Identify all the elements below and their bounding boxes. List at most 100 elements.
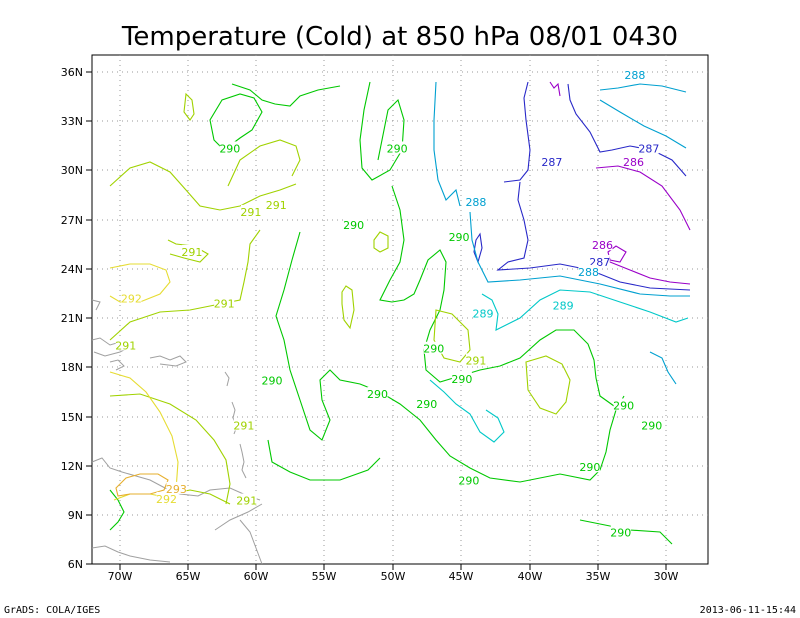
contour-label: 286	[592, 239, 613, 252]
lat-tick-label: 30N	[61, 164, 83, 177]
contour-label-bg	[219, 141, 240, 154]
contour-290	[267, 439, 381, 481]
contour-label: 290	[343, 219, 364, 232]
contour-label-bg	[465, 353, 486, 366]
contour-288	[469, 211, 690, 297]
lat-tick-label: 24N	[61, 263, 83, 276]
contour-label-bg	[181, 244, 202, 257]
contour-label: 291	[181, 246, 202, 259]
contour-label-bg	[240, 204, 261, 217]
contour-label: 290	[641, 419, 662, 432]
plot-frame	[91, 54, 709, 565]
contour-label-bg	[423, 341, 444, 354]
contour-label-bg	[262, 373, 283, 386]
lon-tick-label: 50W	[381, 570, 406, 583]
contour-label-bg	[592, 238, 613, 251]
contour-label-bg	[589, 254, 610, 267]
contour-label: 291	[266, 199, 287, 212]
contour-label-bg	[451, 371, 472, 384]
contour-289	[429, 379, 505, 443]
contour-291	[183, 92, 195, 121]
contour-label: 289	[553, 299, 574, 312]
contour-label-bg	[553, 298, 574, 311]
contour-label-bg	[624, 68, 645, 81]
contour-label-bg	[236, 493, 257, 506]
lon-tick-label: 45W	[449, 570, 474, 583]
contour-label: 290	[579, 461, 600, 474]
contour-291	[341, 285, 355, 330]
contour-label: 291	[115, 339, 136, 352]
contour-label: 290	[416, 398, 437, 411]
contour-label: 286	[623, 156, 644, 169]
contour-290	[379, 185, 615, 407]
contour-label: 290	[387, 142, 408, 155]
contour-label-bg	[541, 154, 562, 167]
contour-label-bg	[578, 264, 599, 277]
contour-label: 288	[465, 196, 486, 209]
contour-291	[109, 393, 231, 505]
contour-290	[275, 231, 625, 483]
lon-tick-label: 60W	[244, 570, 269, 583]
contour-label: 292	[156, 493, 177, 506]
contour-label: 287	[541, 156, 562, 169]
contour-288	[599, 83, 687, 93]
contour-label: 289	[472, 308, 493, 321]
contour-287	[567, 83, 687, 177]
contour-label-bg	[458, 473, 479, 486]
contour-label: 290	[451, 373, 472, 386]
contour-label: 291	[233, 419, 254, 432]
contour-label-bg	[233, 418, 254, 431]
contour-label-bg	[579, 460, 600, 473]
contour-label: 293	[166, 483, 187, 496]
lat-tick-labels: 36N 33N 30N 27N 24N 21N 18N 15N 12N 9N 6…	[61, 66, 83, 571]
tick-marks	[86, 71, 667, 570]
contour-label-bg	[472, 306, 493, 319]
contour-label-bg	[638, 141, 659, 154]
lat-tick-label: 15N	[61, 411, 83, 424]
contour-label: 292	[121, 293, 142, 306]
contour-291	[227, 139, 301, 187]
contour-label-bg	[465, 194, 486, 207]
contour-291	[109, 161, 297, 211]
contour-291	[167, 239, 209, 263]
contour-label: 287	[638, 142, 659, 155]
footer-credit: GrADS: COLA/IGES	[4, 605, 100, 616]
contour-label-bg	[121, 291, 142, 304]
contour-288	[649, 351, 677, 385]
contour-label: 290	[423, 343, 444, 356]
contour-label-bg	[166, 481, 187, 494]
contour-label: 288	[578, 266, 599, 279]
contour-label: 291	[236, 495, 257, 508]
lat-tick-label: 6N	[68, 558, 83, 571]
contour-label: 290	[458, 475, 479, 488]
contour-label: 290	[449, 231, 470, 244]
contour-287	[496, 181, 691, 291]
contour-label-bg	[367, 386, 388, 399]
contour-label-bg	[343, 218, 364, 231]
lon-tick-label: 30W	[654, 570, 679, 583]
contour-290	[209, 93, 263, 151]
contour-label-bg	[641, 418, 662, 431]
contour-label: 291	[214, 298, 235, 311]
contour-287	[503, 81, 531, 183]
contour-291	[525, 355, 571, 415]
contour-label-bg	[610, 525, 631, 538]
contour-290	[359, 81, 405, 181]
contour-label-bg	[623, 154, 644, 167]
contour-labels: 2882872862872882862872882892892902902902…	[115, 68, 662, 539]
contour-label: 290	[613, 399, 634, 412]
contour-label: 290	[367, 388, 388, 401]
lon-tick-label: 65W	[176, 570, 201, 583]
contour-label-bg	[387, 141, 408, 154]
contour-label-bg	[449, 229, 470, 242]
contour-label: 288	[624, 69, 645, 82]
lat-tick-label: 27N	[61, 214, 83, 227]
lon-tick-label: 35W	[586, 570, 611, 583]
contour-290	[109, 489, 125, 531]
contour-290	[231, 83, 341, 107]
contour-286	[549, 81, 561, 97]
contour-286	[595, 165, 691, 231]
contour-label: 290	[610, 526, 631, 539]
contour-label: 291	[240, 206, 261, 219]
